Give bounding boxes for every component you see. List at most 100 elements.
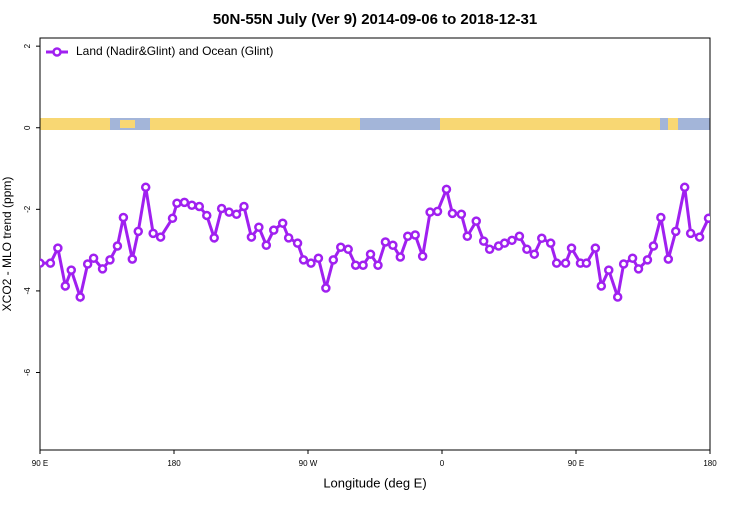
map-strip — [40, 118, 710, 130]
data-point — [441, 184, 452, 195]
data-point — [618, 259, 629, 269]
data-point — [456, 209, 467, 219]
x-tick-label: 180 — [703, 459, 717, 468]
data-point — [112, 241, 123, 251]
y-tick-label: 0 — [23, 125, 32, 130]
data-point — [484, 244, 495, 255]
x-tick-label: 90 E — [32, 459, 48, 468]
data-point — [522, 244, 532, 255]
x-tick-label: 0 — [440, 459, 445, 468]
data-point — [410, 230, 420, 240]
data-point — [633, 264, 644, 274]
data-point — [596, 281, 607, 291]
data-point — [478, 236, 489, 246]
data-point — [283, 233, 294, 243]
data-point — [133, 226, 144, 237]
data-point — [292, 238, 303, 248]
data-point — [140, 182, 151, 193]
data-point — [60, 281, 71, 291]
data-point — [551, 258, 562, 268]
data-point — [627, 253, 638, 264]
data-point — [97, 264, 108, 274]
data-point — [403, 231, 413, 241]
data-point — [365, 249, 376, 259]
data-point — [373, 260, 383, 270]
data-point — [545, 238, 556, 248]
data-point — [254, 222, 264, 233]
data-point — [148, 228, 158, 239]
data-point — [425, 207, 435, 217]
data-point — [612, 292, 623, 302]
data-point — [155, 232, 166, 242]
data-point — [590, 243, 601, 253]
data-point — [277, 218, 288, 228]
data-point — [194, 201, 205, 212]
data-point — [75, 292, 85, 302]
data-point — [105, 255, 115, 265]
data-point — [45, 258, 56, 268]
data-point — [604, 265, 614, 275]
x-tick-label: 180 — [167, 459, 181, 468]
data-point — [127, 254, 138, 264]
data-point — [172, 198, 182, 208]
data-point — [395, 252, 406, 262]
data-point — [216, 203, 227, 214]
data-point — [671, 226, 681, 237]
data-point — [358, 260, 368, 270]
data-point — [685, 228, 696, 239]
data-point — [499, 238, 510, 248]
data-point — [269, 225, 279, 235]
data-point — [53, 243, 63, 253]
data-point — [187, 200, 197, 210]
plot-frame — [39, 37, 711, 451]
data-point — [202, 210, 212, 221]
data-point — [529, 249, 540, 259]
data-point — [224, 207, 234, 217]
plot-area — [40, 182, 710, 303]
data-point — [298, 255, 309, 265]
data-point — [447, 208, 458, 219]
data-point — [694, 232, 705, 242]
data-point — [566, 243, 577, 253]
data-point — [388, 240, 398, 250]
data-point — [581, 258, 592, 268]
data-point — [507, 235, 517, 246]
y-axis-label: XCO2 - MLO trend (ppm) — [0, 177, 14, 312]
data-point — [66, 265, 77, 275]
data-point — [560, 258, 571, 268]
data-point — [471, 216, 481, 226]
data-point — [179, 197, 190, 208]
data-point — [537, 233, 547, 244]
data-point — [432, 206, 443, 217]
data-point — [239, 201, 249, 212]
data-point — [40, 258, 45, 268]
data-point — [167, 213, 178, 224]
chart-title: 50N-55N July (Ver 9) 2014-09-06 to 2018-… — [213, 11, 537, 28]
y-tick-label: -6 — [23, 368, 32, 376]
x-axis-label: Longitude (deg E) — [323, 475, 426, 490]
data-point — [642, 255, 653, 265]
data-point — [118, 212, 129, 223]
data-point — [350, 260, 361, 270]
data-point — [328, 255, 339, 265]
legend-marker — [52, 47, 62, 57]
data-point — [462, 231, 473, 241]
data-point — [306, 258, 316, 268]
x-tick-label: 90 E — [568, 459, 584, 468]
data-point — [261, 240, 272, 250]
data-point — [231, 209, 242, 219]
data-point — [82, 259, 93, 269]
data-point — [417, 251, 428, 261]
y-tick-label: -4 — [23, 287, 32, 295]
data-point — [656, 212, 666, 223]
data-point — [648, 241, 659, 251]
data-point — [88, 253, 99, 264]
x-tick-label: 90 W — [299, 459, 318, 468]
data-point — [336, 242, 346, 253]
data-point — [313, 253, 324, 264]
data-point — [514, 231, 525, 241]
data-point — [343, 244, 353, 255]
data-point — [679, 182, 690, 193]
y-tick-label: -2 — [23, 205, 32, 213]
